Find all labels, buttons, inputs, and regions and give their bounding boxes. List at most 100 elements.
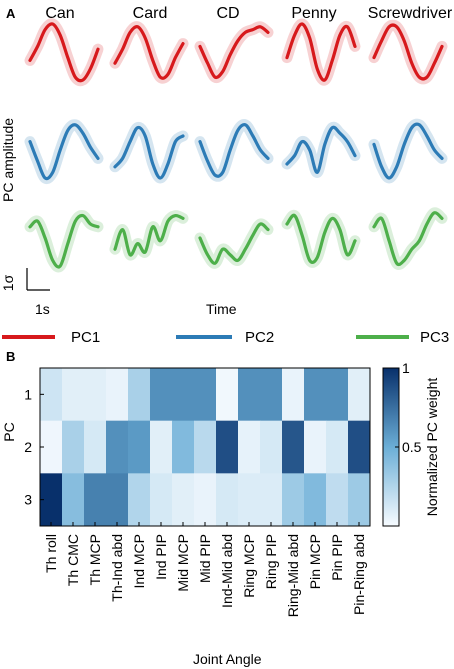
heatmap-cell-pc3-mid-pip — [194, 473, 217, 527]
trace-pc2-penny — [285, 125, 357, 175]
heatmap-cell-pc2-ring-mid-abd — [282, 420, 305, 474]
panel-b-ylabel: PC — [1, 422, 17, 441]
heatmap-cell-pc1-pin-pip — [326, 368, 349, 422]
heatmap-cell-pc2-th-mcp — [84, 420, 107, 474]
col-label-ring-mcp: Ring MCP — [241, 534, 257, 598]
trace-pc1-penny — [285, 22, 357, 82]
col-label-th-mcp: Th MCP — [87, 534, 103, 585]
colorbar-ticks: 10.5 — [395, 360, 422, 455]
trace-pc2-cd — [198, 123, 270, 178]
scale-bar: 1σ 1s — [0, 268, 50, 317]
heatmap-cell-pc1-mid-mcp — [172, 368, 195, 422]
col-label-th-ind-abd: Th-Ind abd — [109, 534, 125, 602]
panel-a-xlabel: Time — [206, 301, 237, 317]
heatmap-cell-pc3-mid-mcp — [172, 473, 195, 527]
title-cd: CD — [216, 5, 239, 22]
col-label-mid-pip: Mid PIP — [197, 534, 213, 583]
heatmap-cell-pc1-ring-mid-abd — [282, 368, 305, 422]
heatmap-cell-pc3-th-roll — [40, 473, 63, 527]
heatmap-cell-pc3-th-mcp — [84, 473, 107, 527]
heatmap-cell-pc3-ind-mcp — [128, 473, 151, 527]
col-label-ind-mcp: Ind MCP — [131, 534, 147, 588]
trace-pc3-card — [113, 213, 185, 257]
heatmap-row-labels: 1 2 3 — [24, 386, 44, 508]
trace-pc2-screwdriver — [372, 122, 444, 180]
trace-pc3-penny — [285, 213, 357, 264]
heatmap-cell-pc2-th-roll — [40, 420, 63, 474]
heatmap-cell-pc2-mid-pip — [194, 420, 217, 474]
heatmap-cell-pc3-th-ind-abd — [106, 473, 129, 527]
heatmap-cell-pc2-ring-mcp — [238, 420, 261, 474]
title-screwdriver: Screwdriver — [368, 5, 453, 22]
title-card: Card — [133, 5, 168, 22]
heatmap-cell-pc2-th-cmc — [62, 420, 85, 474]
heatmap-cell-pc3-ind-mid-abd — [216, 473, 239, 527]
legend-label-pc1: PC1 — [71, 329, 100, 346]
heatmap-cell-pc3-ring-mcp — [238, 473, 261, 527]
heatmap-cell-pc3-pin-ring-abd — [348, 473, 371, 527]
colorbar-tick-label-0-5: 0.5 — [402, 439, 422, 455]
heatmap-cell-pc1-ring-pip — [260, 368, 283, 422]
col-label-pin-mcp: Pin MCP — [307, 534, 323, 589]
col-label-pin-pip: Pin PIP — [329, 534, 345, 581]
heatmap-cell-pc1-mid-pip — [194, 368, 217, 422]
colorbar-tick-label-1: 1 — [402, 360, 410, 376]
col-label-pin-ring-abd: Pin-Ring abd — [351, 534, 367, 615]
heatmap-cell-pc1-ind-mcp — [128, 368, 151, 422]
colorbar-label: Normalized PC weight — [424, 378, 440, 517]
heatmap-cell-pc1-ind-pip — [150, 368, 173, 422]
panel-b-letter: B — [6, 349, 15, 364]
heatmap-cell-pc2-mid-mcp — [172, 420, 195, 474]
legend: PC1 PC2 PC3 — [2, 329, 449, 346]
heatmap-cell-pc3-ring-mid-abd — [282, 473, 305, 527]
heatmap — [40, 368, 371, 527]
panel-a-letter: A — [6, 6, 16, 21]
trace-pc3-can — [28, 213, 100, 269]
trace-pc2-can — [28, 123, 100, 181]
heatmap-cell-pc3-ring-pip — [260, 473, 283, 527]
heatmap-cell-pc1-th-cmc — [62, 368, 85, 422]
col-label-th-roll: Th roll — [43, 534, 59, 573]
heatmap-cell-pc2-pin-ring-abd — [348, 420, 371, 474]
trace-pc3-cd — [198, 222, 270, 265]
heatmap-cell-pc3-ind-pip — [150, 473, 173, 527]
legend-label-pc2: PC2 — [245, 329, 274, 346]
heatmap-cell-pc2-ind-mid-abd — [216, 420, 239, 474]
object-titles: Can Card CD Penny Screwdriver — [45, 5, 453, 22]
heatmap-cell-pc1-ring-mcp — [238, 368, 261, 422]
trace-pc1-can — [28, 22, 100, 83]
heatmap-cell-pc1-pin-ring-abd — [348, 368, 371, 422]
col-label-mid-mcp: Mid MCP — [175, 534, 191, 592]
heatmap-column-labels: Th roll Th CMC Th MCP Th-Ind abd Ind MCP Ind … — [43, 522, 367, 617]
heatmap-cell-pc2-ind-pip — [150, 420, 173, 474]
heatmap-cell-pc1-pin-mcp — [304, 368, 327, 422]
trace-pc2-card — [113, 125, 185, 180]
trace-pc1-cd — [198, 25, 270, 80]
heatmap-cell-pc1-th-roll — [40, 368, 63, 422]
heatmap-cell-pc2-pin-mcp — [304, 420, 327, 474]
trace-pc1-card — [113, 25, 185, 80]
panel-a-ylabel: PC amplitude — [0, 118, 16, 202]
heatmap-cell-pc2-pin-pip — [326, 420, 349, 474]
col-label-ring-pip: Ring PIP — [263, 534, 279, 589]
heatmap-cell-pc2-ind-mcp — [128, 420, 151, 474]
heatmap-cell-pc1-th-mcp — [84, 368, 107, 422]
heatmap-cell-pc2-ring-pip — [260, 420, 283, 474]
panel-b-xlabel: Joint Angle — [193, 651, 262, 667]
col-label-th-cmc: Th CMC — [65, 534, 81, 586]
heatmap-cell-pc1-th-ind-abd — [106, 368, 129, 422]
pc-traces — [24, 18, 448, 273]
heatmap-cell-pc2-th-ind-abd — [106, 420, 129, 474]
heatmap-cell-pc3-pin-pip — [326, 473, 349, 527]
row-label-3: 3 — [24, 492, 32, 508]
scale-bar-y-label: 1σ — [0, 274, 16, 291]
trace-pc1-screwdriver — [372, 23, 444, 81]
row-label-2: 2 — [24, 439, 32, 455]
title-penny: Penny — [291, 5, 336, 22]
col-label-ring-mid-abd: Ring-Mid abd — [285, 534, 301, 617]
title-can: Can — [45, 5, 74, 22]
scale-bar-x-label: 1s — [35, 301, 50, 317]
col-label-ind-mid-abd: Ind-Mid abd — [219, 534, 235, 608]
legend-label-pc3: PC3 — [420, 329, 449, 346]
